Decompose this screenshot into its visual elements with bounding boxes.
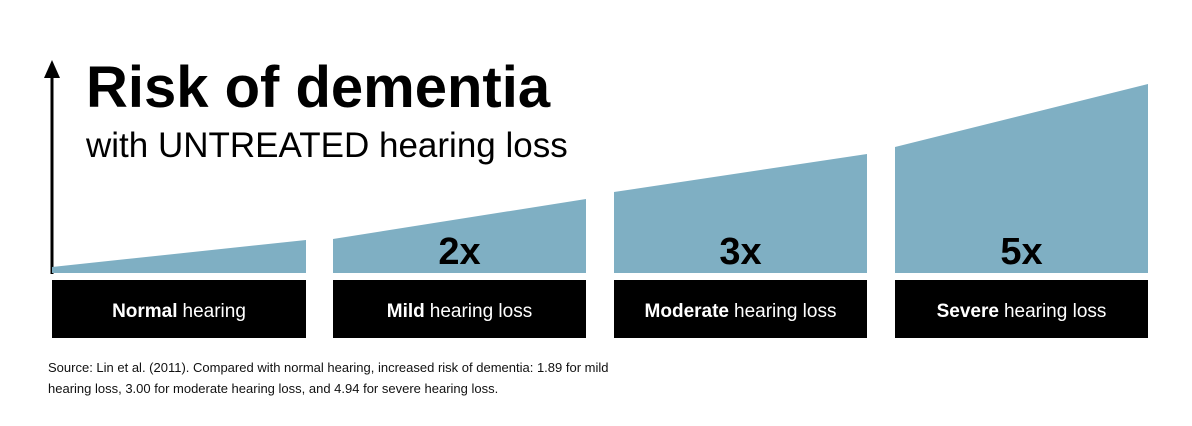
arrow-head bbox=[44, 60, 60, 78]
label-rest: hearing bbox=[183, 301, 246, 322]
title: Risk of dementia bbox=[86, 55, 551, 120]
source-note: Source: Lin et al. (2011). Compared with… bbox=[48, 360, 609, 396]
label-bold: Severe bbox=[937, 301, 999, 322]
risk-wedge bbox=[52, 240, 306, 273]
label-box bbox=[333, 280, 586, 338]
label-rest: hearing loss bbox=[734, 301, 836, 322]
label-box bbox=[614, 280, 867, 338]
panel-label: Mild hearing loss bbox=[387, 301, 532, 322]
panel-label: Normal hearing bbox=[112, 301, 246, 322]
panel-label: Severe hearing loss bbox=[937, 301, 1107, 322]
panel-label: Moderate hearing loss bbox=[645, 301, 837, 322]
multiplier: 2x bbox=[438, 231, 480, 273]
label-box bbox=[52, 280, 306, 338]
subtitle: with UNTREATED hearing loss bbox=[85, 126, 568, 165]
label-bold: Normal bbox=[112, 301, 177, 322]
label-bold: Moderate bbox=[645, 301, 729, 322]
label-bold: Mild bbox=[387, 301, 425, 322]
multiplier: 3x bbox=[719, 231, 761, 273]
label-rest: hearing loss bbox=[430, 301, 532, 322]
risk-wedge bbox=[895, 84, 1148, 273]
risk-wedge bbox=[333, 199, 586, 273]
label-box bbox=[895, 280, 1148, 338]
multiplier: 5x bbox=[1000, 231, 1042, 273]
risk-wedge bbox=[614, 154, 867, 273]
label-rest: hearing loss bbox=[1004, 301, 1106, 322]
